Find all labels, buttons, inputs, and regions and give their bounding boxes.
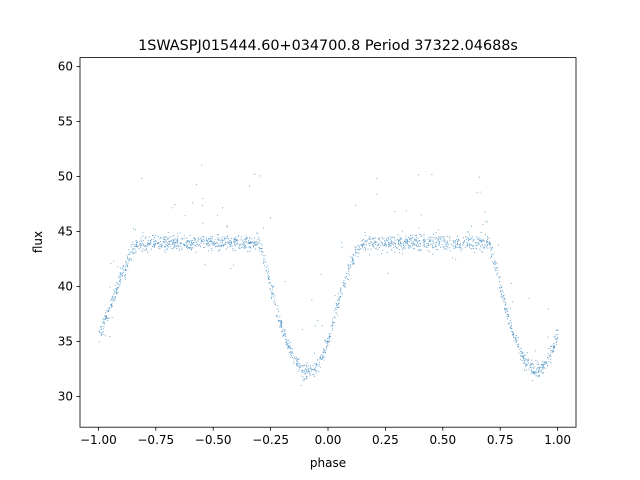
y-axis-label: flux xyxy=(31,231,45,253)
y-tick-label: 40 xyxy=(58,280,73,294)
chart-title: 1SWASPJ015444.60+034700.8 Period 37322.0… xyxy=(138,38,518,54)
x-tick-label: 0.75 xyxy=(487,433,514,447)
y-tick-label: 35 xyxy=(58,335,73,349)
scatter-points xyxy=(98,164,559,386)
y-tick-label: 30 xyxy=(58,390,73,404)
y-axis: 30 35 40 45 50 55 60 xyxy=(58,60,80,404)
y-tick-label: 50 xyxy=(58,170,73,184)
y-tick-label: 60 xyxy=(58,60,73,74)
x-tick-label: −0.75 xyxy=(137,433,174,447)
x-tick-label: 0.25 xyxy=(372,433,399,447)
x-tick-label: −0.50 xyxy=(195,433,232,447)
x-tick-label: 1.00 xyxy=(544,433,571,447)
y-tick-label: 55 xyxy=(58,115,73,129)
x-tick-label: −1.00 xyxy=(80,433,117,447)
y-tick-label: 45 xyxy=(58,225,73,239)
x-axis: −1.00 −0.75 −0.50 −0.25 0.00 0.25 0.50 0.75 1.00 xyxy=(80,427,571,447)
x-tick-label: 0.00 xyxy=(315,433,342,447)
x-axis-label: phase xyxy=(310,456,346,470)
x-tick-label: 0.50 xyxy=(429,433,456,447)
x-tick-label: −0.25 xyxy=(252,433,289,447)
data-points xyxy=(98,164,559,386)
